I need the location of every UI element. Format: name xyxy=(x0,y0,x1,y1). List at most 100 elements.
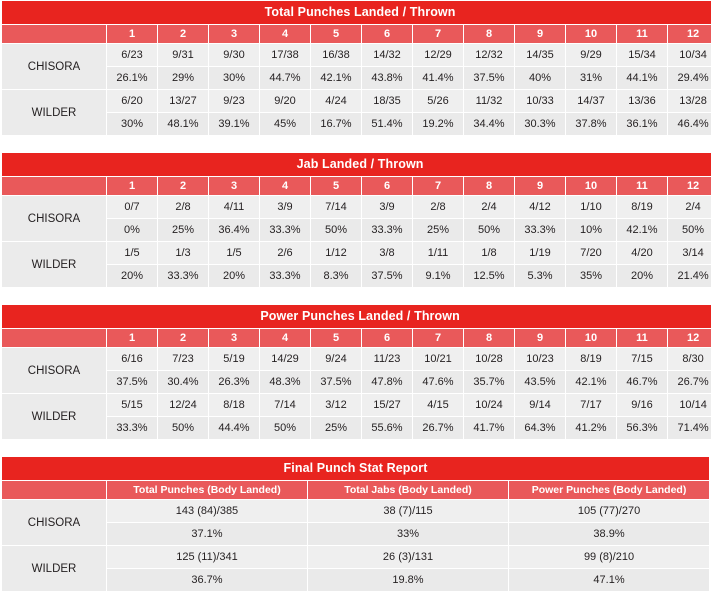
cell-landed: 10/33 xyxy=(515,90,565,112)
cell-landed: 14/29 xyxy=(260,348,310,370)
cell-landed: 2/4 xyxy=(464,196,514,218)
cell-percent: 30% xyxy=(209,67,259,89)
cell-percent: 64.3% xyxy=(515,417,565,439)
header-round-12: 12 xyxy=(668,177,711,195)
cell-landed: 14/37 xyxy=(566,90,616,112)
cell-landed: 7/17 xyxy=(566,394,616,416)
cell-percent: 44.1% xyxy=(617,67,667,89)
table-row: 36.7% 19.8% 47.1% xyxy=(2,569,710,591)
cell-landed: 2/6 xyxy=(260,242,310,264)
cell-percent: 35.7% xyxy=(464,371,514,393)
header-round-5: 5 xyxy=(311,329,361,347)
header-round-5: 5 xyxy=(311,25,361,43)
cell-landed: 0/7 xyxy=(107,196,157,218)
header-power-punches: Power Punches (Body Landed) xyxy=(509,481,710,499)
cell-percent: 36.7% xyxy=(107,569,307,591)
header-round-6: 6 xyxy=(362,329,412,347)
table-row: WILDER 1/5 1/3 1/5 2/6 1/12 3/8 1/11 1/8… xyxy=(2,242,711,287)
cell-landed: 125 (11)/341 xyxy=(107,546,307,568)
table-title-row: Power Punches Landed / Thrown xyxy=(2,305,711,328)
cell-percent: 26.1% xyxy=(107,67,157,89)
cell-percent: 46.4% xyxy=(668,113,711,135)
fighter-name-wilder: WILDER xyxy=(2,546,106,591)
cell-percent: 33.3% xyxy=(158,265,208,287)
fighter-name-chisora: CHISORA xyxy=(2,44,106,89)
cell-percent: 25% xyxy=(158,219,208,241)
cell-percent: 47.8% xyxy=(362,371,412,393)
cell-percent: 19.8% xyxy=(308,569,508,591)
cell-landed: 7/15 xyxy=(617,348,667,370)
header-round-3: 3 xyxy=(209,177,259,195)
jabs-table-block: Jab Landed / Thrown 1 2 3 4 5 6 7 8 9 10… xyxy=(0,152,711,288)
cell-percent: 26.7% xyxy=(413,417,463,439)
cell-landed: 105 (77)/270 xyxy=(509,500,710,522)
cell-percent: 42.1% xyxy=(617,219,667,241)
cell-percent: 36.4% xyxy=(209,219,259,241)
header-round-8: 8 xyxy=(464,329,514,347)
header-round-2: 2 xyxy=(158,329,208,347)
header-cell-blank xyxy=(2,329,106,347)
total-punches-table: Total Punches Landed / Thrown 1 2 3 4 5 … xyxy=(1,0,711,136)
cell-landed: 1/8 xyxy=(464,242,514,264)
header-round-11: 11 xyxy=(617,329,667,347)
cell-percent: 25% xyxy=(311,417,361,439)
cell-landed: 6/16 xyxy=(107,348,157,370)
cell-percent: 42.1% xyxy=(311,67,361,89)
cell-percent: 31% xyxy=(566,67,616,89)
cell-percent: 21.4% xyxy=(668,265,711,287)
cell-landed: 9/31 xyxy=(158,44,208,66)
cell-percent: 37.5% xyxy=(464,67,514,89)
cell-landed: 1/12 xyxy=(311,242,361,264)
cell-percent: 38.9% xyxy=(509,523,710,545)
cell-percent: 50% xyxy=(260,417,310,439)
total-punches-table-block: Total Punches Landed / Thrown 1 2 3 4 5 … xyxy=(0,0,711,136)
cell-percent: 45% xyxy=(260,113,310,135)
cell-landed: 10/14 xyxy=(668,394,711,416)
cell-landed: 2/8 xyxy=(158,196,208,218)
cell-landed: 1/3 xyxy=(158,242,208,264)
cell-landed: 9/16 xyxy=(617,394,667,416)
power-punches-table: Power Punches Landed / Thrown 1 2 3 4 5 … xyxy=(1,304,711,440)
cell-landed: 16/38 xyxy=(311,44,361,66)
table-row: 33.3% 50% 44.4% 50% 25% 55.6% 26.7% 41.7… xyxy=(2,417,711,439)
header-round-2: 2 xyxy=(158,25,208,43)
cell-landed: 7/14 xyxy=(311,196,361,218)
cell-landed: 1/5 xyxy=(209,242,259,264)
header-round-1: 1 xyxy=(107,177,157,195)
cell-percent: 43.5% xyxy=(515,371,565,393)
table-title: Jab Landed / Thrown xyxy=(2,153,711,176)
cell-percent: 10% xyxy=(566,219,616,241)
cell-percent: 42.1% xyxy=(566,371,616,393)
cell-percent: 33.3% xyxy=(515,219,565,241)
header-round-4: 4 xyxy=(260,25,310,43)
cell-percent: 37.8% xyxy=(566,113,616,135)
cell-landed: 4/12 xyxy=(515,196,565,218)
cell-percent: 33.3% xyxy=(260,265,310,287)
cell-landed: 4/15 xyxy=(413,394,463,416)
cell-percent: 35% xyxy=(566,265,616,287)
cell-landed: 1/5 xyxy=(107,242,157,264)
cell-landed: 3/14 xyxy=(668,242,711,264)
cell-percent: 50% xyxy=(668,219,711,241)
cell-landed: 4/11 xyxy=(209,196,259,218)
header-round-1: 1 xyxy=(107,25,157,43)
cell-percent: 71.4% xyxy=(668,417,711,439)
cell-landed: 10/34 xyxy=(668,44,711,66)
table-row: CHISORA 0/7 2/8 4/11 3/9 7/14 3/9 2/8 2/… xyxy=(2,196,711,241)
table-row: CHISORA 6/16 7/23 5/19 14/29 9/24 11/23 … xyxy=(2,348,711,393)
cell-percent: 16.7% xyxy=(311,113,361,135)
table-header-row: 1 2 3 4 5 6 7 8 9 10 11 12 xyxy=(2,25,711,43)
table-row: WILDER 5/15 12/24 8/18 7/14 3/12 15/27 4… xyxy=(2,394,711,439)
cell-landed: 10/28 xyxy=(464,348,514,370)
cell-percent: 0% xyxy=(107,219,157,241)
cell-landed: 38 (7)/115 xyxy=(308,500,508,522)
header-round-9: 9 xyxy=(515,329,565,347)
cell-landed: 10/21 xyxy=(413,348,463,370)
header-total-jabs: Total Jabs (Body Landed) xyxy=(308,481,508,499)
cell-landed: 7/14 xyxy=(260,394,310,416)
cell-percent: 50% xyxy=(464,219,514,241)
final-report-table: Final Punch Stat Report Total Punches (B… xyxy=(1,456,710,592)
cell-landed: 4/24 xyxy=(311,90,361,112)
cell-landed: 15/27 xyxy=(362,394,412,416)
header-round-6: 6 xyxy=(362,25,412,43)
